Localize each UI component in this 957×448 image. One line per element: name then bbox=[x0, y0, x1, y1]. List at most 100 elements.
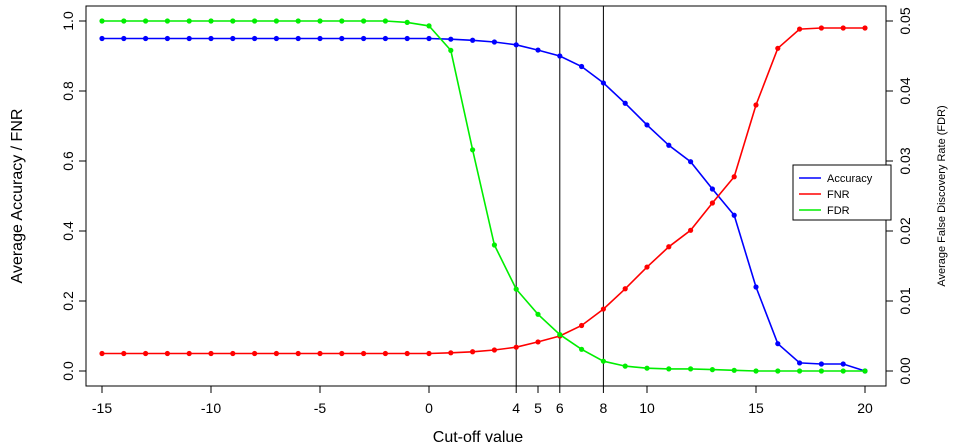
y-left-tick-label: 0.0 bbox=[60, 361, 76, 381]
fdr-point bbox=[295, 18, 301, 24]
accuracy-point bbox=[361, 35, 367, 42]
fnr-point bbox=[382, 350, 388, 357]
accuracy-point bbox=[731, 212, 737, 218]
fnr-point bbox=[644, 264, 650, 270]
fnr-point bbox=[535, 339, 541, 345]
accuracy-point bbox=[818, 361, 825, 367]
fnr-point bbox=[404, 350, 410, 357]
fdr-point bbox=[535, 311, 541, 317]
fdr-point bbox=[470, 147, 476, 153]
fdr-point bbox=[361, 18, 367, 24]
accuracy-point bbox=[470, 37, 476, 43]
y-right-tick-label: 0.01 bbox=[897, 287, 913, 314]
fnr-point bbox=[797, 26, 803, 32]
accuracy-point bbox=[448, 36, 454, 42]
accuracy-point bbox=[644, 122, 650, 128]
accuracy-point bbox=[143, 35, 149, 42]
accuracy-point bbox=[252, 35, 258, 42]
fdr-point bbox=[622, 363, 628, 369]
fdr-point bbox=[99, 18, 105, 24]
fdr-point bbox=[143, 18, 149, 24]
fnr-point bbox=[840, 25, 846, 31]
cutoff-reference-lines bbox=[515, 6, 604, 386]
accuracy-point bbox=[186, 35, 192, 42]
accuracy-point bbox=[426, 35, 432, 42]
fdr-point bbox=[230, 18, 236, 24]
fnr-point bbox=[143, 350, 149, 357]
fnr-point bbox=[208, 350, 214, 357]
legend-box bbox=[792, 164, 892, 221]
fdr-point bbox=[666, 366, 672, 372]
legend-label-accuracy: Accuracy bbox=[827, 173, 873, 185]
accuracy-point bbox=[688, 159, 694, 165]
x-tick-label: -15 bbox=[92, 400, 112, 416]
fdr-point bbox=[208, 18, 214, 24]
x-tick-label: 0 bbox=[425, 400, 433, 416]
y-axis-left-title: Average Accuracy / FNR bbox=[9, 109, 26, 284]
fnr-point bbox=[295, 350, 301, 357]
fdr-point bbox=[579, 346, 585, 352]
x-tick-label: 8 bbox=[600, 400, 608, 416]
fdr-point bbox=[252, 18, 258, 24]
fnr-point bbox=[622, 286, 628, 292]
accuracy-point bbox=[382, 35, 388, 42]
fdr-point bbox=[513, 286, 519, 292]
fnr-point bbox=[470, 349, 476, 355]
legend: Accuracy FNR FDR bbox=[792, 164, 892, 221]
fdr-point bbox=[186, 18, 192, 24]
y-left-tick-label: 1.0 bbox=[60, 11, 76, 31]
fdr-point bbox=[339, 18, 345, 24]
fnr-point bbox=[339, 350, 345, 357]
accuracy-point bbox=[317, 35, 323, 42]
plot-frame bbox=[85, 5, 887, 387]
accuracy-point bbox=[404, 35, 410, 42]
fnr-point bbox=[230, 350, 236, 357]
accuracy-point bbox=[775, 341, 781, 347]
x-axis: -15 -10 -5 0 4 5 6 8 10 15 20 bbox=[92, 386, 873, 416]
accuracy-point bbox=[579, 63, 585, 70]
fnr-point bbox=[818, 25, 825, 31]
accuracy-point bbox=[600, 80, 607, 86]
accuracy-point bbox=[491, 39, 497, 45]
x-axis-title: Cut-off value bbox=[433, 429, 524, 446]
fnr-series-line bbox=[102, 27, 865, 355]
fnr-point bbox=[666, 244, 672, 250]
fnr-point bbox=[426, 350, 432, 357]
y-right-tick-label: 0.04 bbox=[897, 77, 913, 104]
fnr-point bbox=[753, 102, 759, 108]
fnr-point bbox=[600, 306, 607, 312]
fnr-point bbox=[491, 347, 497, 353]
accuracy-point bbox=[557, 53, 563, 59]
accuracy-point bbox=[99, 35, 105, 42]
fdr-point bbox=[753, 368, 759, 374]
y-right-tick-label: 0.02 bbox=[897, 217, 913, 244]
fdr-point bbox=[797, 368, 803, 374]
y-left-tick-label: 0.6 bbox=[60, 151, 76, 171]
x-tick-label: 10 bbox=[639, 400, 655, 416]
accuracy-point bbox=[622, 100, 628, 106]
x-tick-label: 4 bbox=[512, 400, 520, 416]
series-layer bbox=[99, 18, 868, 374]
y-right-tick-label: 0.03 bbox=[897, 147, 913, 174]
x-tick-label: -5 bbox=[314, 400, 327, 416]
fdr-point bbox=[600, 358, 607, 364]
legend-label-fnr: FNR bbox=[827, 189, 850, 201]
fdr-point bbox=[491, 242, 497, 248]
fnr-point bbox=[513, 344, 519, 350]
accuracy-point bbox=[666, 142, 672, 148]
accuracy-point bbox=[535, 47, 541, 53]
accuracy-series-line bbox=[102, 37, 866, 372]
fnr-point bbox=[273, 350, 279, 357]
fnr-point bbox=[317, 350, 323, 357]
fdr-point bbox=[426, 23, 432, 29]
fdr-point bbox=[709, 367, 716, 373]
fnr-point bbox=[186, 350, 192, 357]
x-tick-label: 6 bbox=[556, 400, 564, 416]
fdr-point bbox=[818, 368, 825, 374]
y-left-tick-label: 0.4 bbox=[60, 221, 76, 241]
accuracy-point bbox=[753, 284, 759, 290]
fdr-point bbox=[775, 368, 781, 374]
fnr-point bbox=[688, 227, 694, 233]
accuracy-point bbox=[513, 42, 519, 48]
